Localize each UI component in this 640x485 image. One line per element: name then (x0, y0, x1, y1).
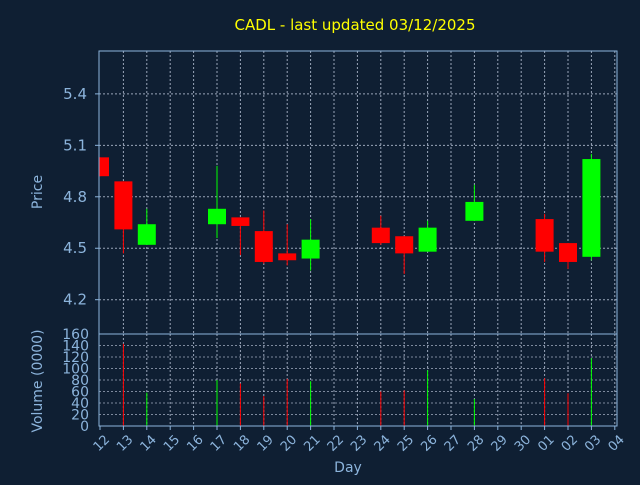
price-axis-title: Price (30, 175, 46, 209)
price-tick-label: 4.5 (63, 239, 87, 257)
x-tick-label: 28 (465, 432, 487, 454)
x-tick-label: 30 (512, 432, 534, 454)
x-tick-label: 17 (208, 432, 230, 454)
price-tick-label: 5.4 (63, 85, 87, 103)
candle-body (465, 201, 484, 221)
volume-tick-label: 0 (80, 419, 89, 435)
chart-title: CADL - last updated 03/12/2025 (234, 16, 475, 34)
x-tick-label: 27 (442, 432, 464, 454)
candle-body (301, 239, 320, 259)
volume-tick-label: 40 (71, 396, 89, 412)
price-tick-label: 4.8 (63, 188, 87, 206)
candle-body (254, 231, 273, 262)
x-tick-label: 26 (418, 432, 440, 454)
x-tick-label: 13 (114, 432, 136, 454)
candle-body (559, 243, 577, 262)
candle-body (278, 253, 297, 261)
price-tick-label: 4.2 (63, 291, 87, 309)
candle-body (99, 157, 109, 177)
x-tick-label: 14 (138, 432, 160, 454)
volume-tick-label: 100 (62, 362, 89, 378)
x-tick-label: 03 (582, 432, 604, 454)
price-tick-labels: 4.2 4.5 4.8 5.1 5.4 (63, 85, 99, 309)
volume-plot-frame (98, 333, 618, 427)
x-tick-label: 02 (559, 432, 581, 454)
x-tick-label: 20 (278, 432, 300, 454)
candle-body (418, 227, 437, 252)
volume-grid (99, 333, 617, 427)
candles-layer (99, 153, 601, 274)
volume-tick-label: 120 (62, 350, 89, 366)
candle-body (114, 181, 133, 230)
candle-body (231, 217, 250, 226)
x-tick-label: 01 (535, 432, 557, 454)
x-tick-label: 23 (348, 432, 370, 454)
candle-body (395, 236, 414, 254)
volume-tick-label: 160 (62, 327, 89, 343)
x-tick-labels: 12 13 14 15 16 17 18 19 20 21 22 23 24 25 26 27 28 29 30 01… (91, 426, 628, 455)
x-tick-label: 16 (184, 432, 206, 454)
x-tick-label: 18 (231, 432, 253, 454)
x-axis-title: Day (334, 460, 362, 476)
candle-body (208, 208, 226, 225)
volume-bars-layer (122, 343, 592, 426)
x-tick-label: 21 (301, 432, 323, 454)
candle-body (582, 159, 601, 257)
x-tick-label: 24 (372, 432, 394, 454)
x-tick-label: 04 (606, 432, 628, 454)
x-tick-label: 15 (161, 432, 183, 454)
price-grid (99, 51, 617, 334)
candle-body (371, 227, 390, 244)
candle-body (535, 219, 554, 252)
x-tick-label: 25 (395, 432, 417, 454)
volume-tick-label: 140 (62, 339, 89, 355)
x-tick-label: 12 (91, 432, 113, 454)
volume-tick-label: 60 (71, 385, 89, 401)
x-tick-label: 19 (255, 432, 277, 454)
x-tick-label: 29 (489, 432, 511, 454)
price-tick-label: 5.1 (63, 136, 87, 154)
volume-tick-label: 80 (71, 373, 89, 389)
volume-axis-title: Volume (0000) (30, 329, 46, 432)
candle-body (137, 224, 156, 245)
x-tick-label: 22 (325, 432, 347, 454)
volume-tick-label: 20 (71, 408, 89, 424)
